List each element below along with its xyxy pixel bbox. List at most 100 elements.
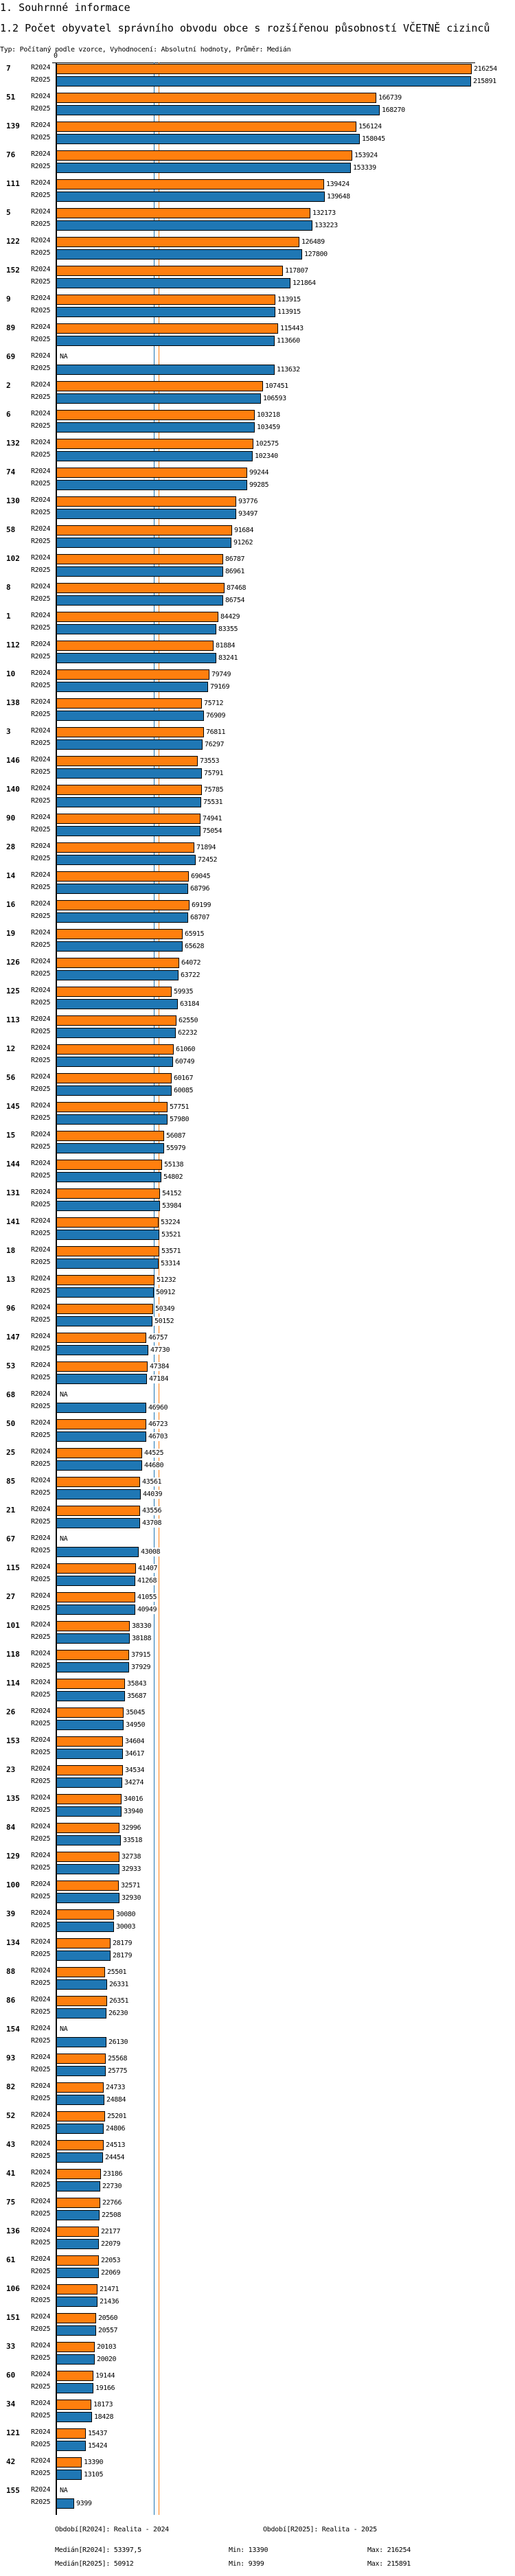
value-label: 91262 [233,538,254,547]
series-label: R2024 [31,2313,51,2321]
bar-r2024 [56,785,202,795]
group-label: 102 [6,554,20,563]
group-label: 84 [6,1823,16,1832]
value-label: 28179 [112,1951,133,1960]
value-label: 68707 [190,913,211,922]
series-label: R2024 [31,2371,51,2378]
bar-r2025 [56,249,302,260]
bar-r2024 [56,2428,86,2439]
series-label: R2024 [31,958,51,965]
value-label: 60085 [173,1086,194,1095]
series-label: R2024 [31,1707,51,1715]
value-label: 20103 [96,2343,117,2351]
series-label: R2025 [31,2066,51,2073]
group-label: 141 [6,1217,20,1226]
value-label: 26130 [108,2038,129,2047]
bar-r2024 [56,1938,111,1948]
group-label: 19 [6,929,16,938]
value-label: 46757 [148,1333,169,1342]
series-label: R2024 [31,439,51,446]
series-label: R2024 [31,1679,51,1686]
value-label: 168270 [381,106,406,115]
value-label: 24806 [105,2124,126,2133]
value-label: 25201 [106,2112,128,2121]
bar-r2025 [56,1172,161,1182]
bar-r2024 [56,1736,123,1747]
group-label: 106 [6,2284,20,2293]
bar-r2025 [56,1633,130,1644]
value-label: 28179 [112,1939,133,1948]
series-label: R2025 [31,2181,51,2189]
series-label: R2024 [31,93,51,100]
bar-r2025 [56,2354,95,2365]
bar-r2025 [56,2152,103,2163]
value-label: 30003 [115,1922,137,1931]
value-label: 22053 [100,2256,122,2265]
value-label: 51232 [156,1276,177,1285]
group-label: 10 [6,669,16,678]
median-r2024: Medián[R2024]: 53397,5 [55,2546,141,2554]
series-label: R2025 [31,711,51,718]
group-label: 135 [6,1794,20,1803]
value-label: 153924 [354,151,378,160]
value-label: 32933 [121,1865,142,1874]
series-label: R2025 [31,278,51,286]
series-label: R2025 [31,1403,51,1410]
series-label: R2025 [31,1720,51,1727]
group-label: 153 [6,1736,20,1745]
series-label: R2025 [31,2210,51,2218]
value-label: 121864 [292,279,317,288]
value-label: 60167 [173,1074,194,1083]
value-label: 22079 [100,2240,122,2249]
bar-r2024 [56,871,189,882]
bar-r2025 [56,595,223,606]
value-label: 127800 [304,250,328,259]
min-r2025: Min: 9399 [229,2560,264,2568]
series-label: R2024 [31,1419,51,1427]
series-label: R2025 [31,2239,51,2246]
series-label: R2025 [31,595,51,603]
series-label: R2025 [31,970,51,978]
bar-r2024 [56,122,356,132]
group-label: 112 [6,641,20,649]
series-label: R2024 [31,1390,51,1398]
series-label: R2025 [31,1374,51,1381]
value-label: 93776 [238,497,259,506]
bar-r2025 [56,1835,121,1845]
series-label: R2024 [31,698,51,706]
group-label: 125 [6,987,20,996]
series-label: R2025 [31,1287,51,1295]
series-label: R2024 [31,323,51,331]
group-label: 90 [6,814,16,823]
bar-r2024 [56,1015,176,1026]
value-label: 75712 [203,699,225,708]
value-label: 65628 [184,942,205,951]
bar-r2024 [56,1909,114,1920]
value-label: 55979 [165,1144,187,1153]
bar-r2025 [56,163,351,173]
value-label: 34274 [124,1778,145,1787]
value-label: 40949 [137,1605,158,1614]
bar-r2025 [56,1893,119,1903]
series-label: R2024 [31,1823,51,1830]
series-label: R2025 [31,1201,51,1208]
bar-r2024 [56,381,263,391]
value-label: 19166 [95,2384,116,2393]
bar-r2025 [56,1057,173,1067]
value-label: 21471 [99,2285,120,2294]
series-label: R2024 [31,1333,51,1340]
value-label: 53571 [161,1247,182,1256]
bar-r2024 [56,1131,164,1141]
series-label: R2024 [31,612,51,619]
series-label: R2025 [31,1431,51,1439]
value-label: 32996 [121,1824,142,1832]
value-label: 79169 [209,682,231,691]
value-label: 43556 [141,1506,163,1515]
bar-r2025 [56,2095,104,2105]
bar-r2025 [56,1951,111,1961]
series-label: R2025 [31,1172,51,1180]
series-label: R2025 [31,451,51,459]
bar-r2024 [56,641,214,651]
bar-r2024 [56,1419,146,1429]
value-label: 43708 [141,1519,163,1528]
